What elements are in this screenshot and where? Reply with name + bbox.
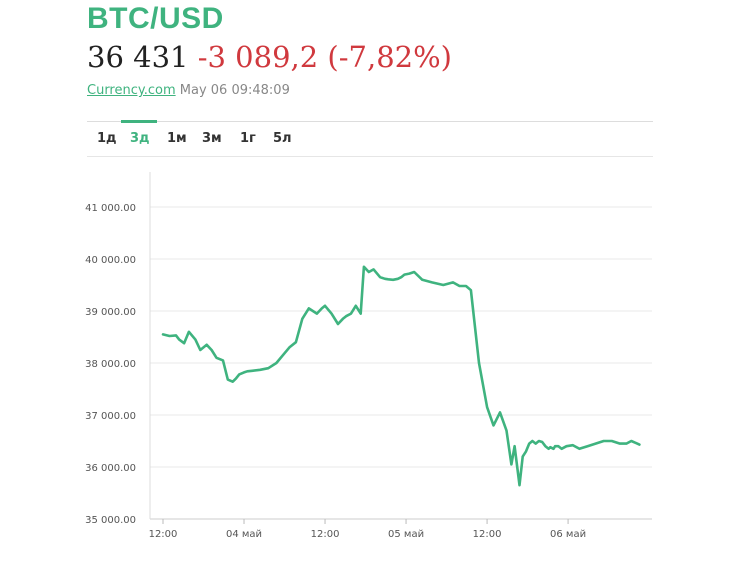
y-tick-label: 39 000.00 — [85, 307, 136, 318]
x-tick-label: 12:00 — [311, 529, 340, 540]
y-tick-label: 37 000.00 — [85, 411, 136, 422]
series-line-btc-usd — [161, 265, 641, 487]
source-line: Currency.com May 06 09:48:09 — [87, 83, 290, 98]
tab-1m[interactable]: 1м — [167, 131, 187, 146]
source-link[interactable]: Currency.com — [87, 83, 176, 98]
x-tick-label: 12:00 — [149, 529, 178, 540]
tab-3d[interactable]: 3д — [130, 131, 150, 146]
x-tick-label: 06 май — [550, 529, 586, 540]
y-tick-label: 35 000.00 — [85, 515, 136, 526]
tab-5y[interactable]: 5л — [273, 131, 292, 146]
x-tick-label: 04 май — [226, 529, 262, 540]
current-price: 36 431 — [87, 40, 189, 74]
quote-timestamp: May 06 09:48:09 — [179, 83, 290, 98]
y-tick-label: 36 000.00 — [85, 463, 136, 474]
price-change: -3 089,2 (-7,82%) — [197, 40, 452, 74]
y-tick-label: 40 000.00 — [85, 255, 136, 266]
y-tick-label: 41 000.00 — [85, 203, 136, 214]
instrument-title: BTC/USD — [87, 2, 224, 35]
active-tab-indicator — [121, 120, 157, 123]
y-tick-label: 38 000.00 — [85, 359, 136, 370]
tab-1y[interactable]: 1г — [240, 131, 256, 146]
tab-1d[interactable]: 1д — [97, 131, 117, 146]
range-tabs: 1д 3д 1м 3м 1г 5л — [87, 120, 653, 157]
price-quote: 36 431 -3 089,2 (-7,82%) — [87, 40, 452, 74]
x-tick-label: 05 май — [388, 529, 424, 540]
tab-3m[interactable]: 3м — [202, 131, 222, 146]
x-tick-label: 12:00 — [473, 529, 502, 540]
